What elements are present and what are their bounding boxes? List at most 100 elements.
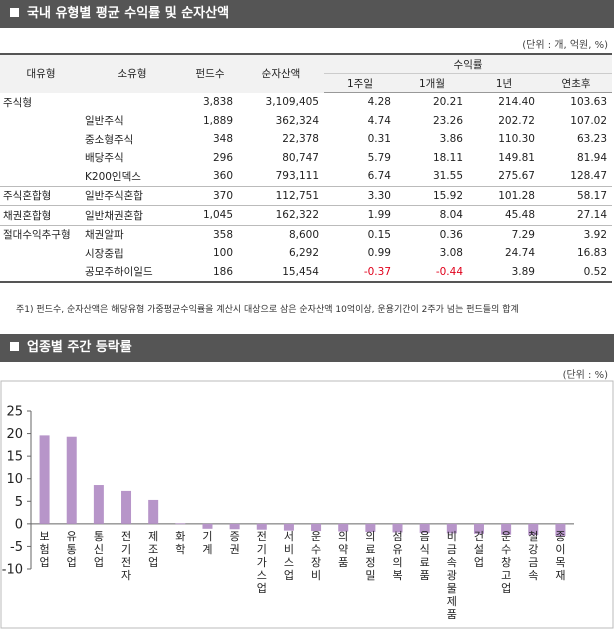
bar [93, 485, 104, 524]
y-tick-label: 10 [6, 472, 23, 487]
bar [66, 436, 77, 524]
cell-return-ytd: 103.63 [570, 96, 608, 109]
cell-return-1week: 4.28 [367, 96, 391, 109]
table-row: 채권혼합형 일반채권혼합 1,045 162,322 1.99 8.04 45.48 27.1… [0, 205, 613, 225]
y-tick-label: 25 [6, 405, 23, 420]
cell-return-1year: 275.67 [498, 170, 535, 183]
y-tick-label: 15 [6, 450, 23, 465]
cell-return-1month: 18.11 [432, 151, 463, 164]
cell-return-ytd: 128.47 [570, 170, 608, 183]
square-bullet-icon [10, 342, 19, 351]
table-row: K200인덱스 360 793,111 6.74 31.55 275.67 128.47 [0, 167, 612, 186]
cell-return-1year: 101.28 [468, 185, 540, 206]
cell-category [0, 167, 82, 186]
bar [528, 523, 539, 536]
cell-category [0, 112, 82, 131]
cell-return-1year: 110.30 [498, 133, 535, 146]
cell-subcategory: 중소형주식 [85, 133, 134, 146]
cell-category: 주식혼합형 [0, 185, 82, 206]
bar [338, 523, 349, 532]
cell-return-1month: 8.04 [396, 205, 468, 225]
bar [175, 523, 186, 525]
bar [121, 490, 132, 524]
table-row: 주식형 3,838 3,109,405 4.28 20.21 214.40 103.63 [0, 93, 612, 112]
bar [148, 499, 159, 524]
cell-return-1week: 4.74 [367, 114, 391, 127]
cell-return-1month: -0.44 [396, 262, 468, 283]
fund-returns-table: 대유형 소유형 펀드수 순자산액 수익률 1주일 1개월 1년 연초후 주식형 3… [0, 53, 613, 283]
bar [311, 523, 322, 532]
bar [392, 523, 403, 533]
bar [39, 435, 50, 524]
cell-subcategory: 채권알파 [82, 224, 182, 244]
cell-return-1year: 24.74 [504, 247, 535, 260]
cell-net-assets: 80,747 [282, 151, 319, 164]
cell-net-assets: 8,600 [238, 224, 324, 244]
section2-unit: (단위 : %) [562, 370, 608, 381]
cell-net-assets: 112,751 [238, 185, 324, 206]
cell-net-assets: 793,111 [275, 170, 319, 183]
table-row: 배당주식 296 80,747 5.79 18.11 149.81 81.94 [0, 149, 612, 168]
y-tick-label: -5 [10, 540, 23, 555]
header-returns: 수익률 [324, 53, 613, 74]
bar [283, 523, 294, 531]
bar [365, 523, 376, 532]
square-bullet-icon [10, 8, 19, 17]
cell-funds: 370 [182, 185, 238, 206]
bar [555, 523, 566, 537]
cell-return-1month: 23.26 [432, 114, 463, 127]
y-tick-label: 20 [6, 427, 23, 442]
cell-return-1week: 0.99 [367, 247, 391, 260]
header-net-assets: 순자산액 [238, 53, 324, 93]
cell-return-ytd: 58.17 [540, 185, 613, 206]
cell-subcategory: 일반채권혼합 [82, 205, 182, 225]
cell-return-1month: 0.36 [396, 224, 468, 244]
cell-net-assets: 6,292 [288, 247, 319, 260]
cell-return-1month: 3.86 [439, 133, 463, 146]
cell-return-ytd: 81.94 [576, 151, 608, 164]
cell-return-ytd: 27.14 [540, 205, 613, 225]
section2-title: 업종별 주간 등락률 [27, 340, 132, 355]
cell-return-1year: 149.81 [498, 151, 535, 164]
cell-funds: 1,889 [202, 114, 233, 127]
cell-subcategory [82, 93, 182, 112]
cell-category: 주식형 [3, 96, 32, 109]
cell-funds: 100 [212, 247, 233, 260]
table-row: 주식혼합형 일반주식혼합 370 112,751 3.30 15.92 101.28 58.1… [0, 185, 613, 206]
header-funds: 펀드수 [182, 53, 238, 93]
cell-category [0, 262, 82, 283]
sector-weekly-change-chart: -10 -5 0 5 10 15 20 25 보 험 업 유 통 업 통 신 업 전 기 전 자 제 조 업 화 학 기 계 증 권 전 기 가… [0, 380, 614, 629]
cell-subcategory: 일반주식 [85, 115, 124, 128]
cell-return-1year: 202.72 [498, 114, 535, 127]
cell-funds: 1,045 [182, 205, 238, 225]
bar [202, 523, 213, 529]
cell-funds: 348 [212, 133, 233, 146]
table-row: 공모주하이일드 186 15,454 -0.37 -0.44 3.89 0.52 [0, 262, 613, 283]
table-row: 일반주식 1,889 362,324 4.74 23.26 202.72 107.02 [0, 112, 612, 131]
cell-net-assets: 162,322 [238, 205, 324, 225]
bar [419, 523, 430, 533]
cell-return-1month: 31.55 [432, 170, 463, 183]
table-row: 중소형주식 348 22,378 0.31 3.86 110.30 63.23 [0, 130, 612, 149]
cell-return-1month: 3.08 [439, 247, 463, 260]
cell-return-ytd: 107.02 [570, 114, 608, 127]
cell-return-1year: 3.89 [468, 262, 540, 283]
cell-subcategory: K200인덱스 [85, 170, 141, 183]
bar [473, 523, 484, 534]
cell-return-1week: 5.79 [367, 151, 391, 164]
cell-category [0, 244, 82, 263]
section1-title: 국내 유형별 평균 수익률 및 순자산액 [27, 6, 230, 21]
cell-subcategory: 시장중립 [85, 247, 124, 260]
